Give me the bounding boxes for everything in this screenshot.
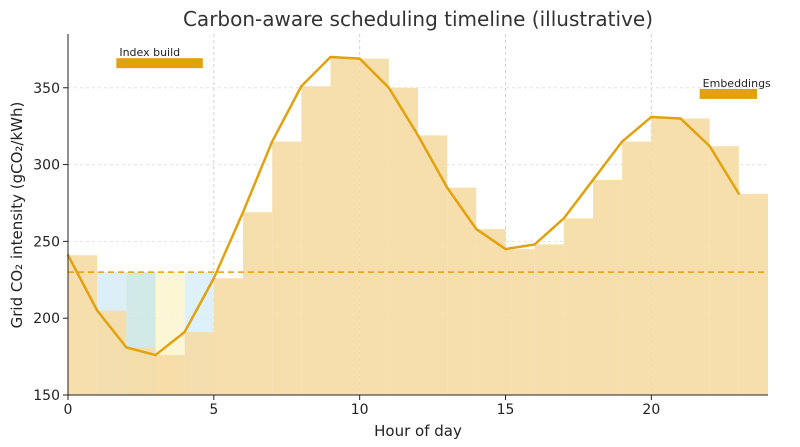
x-tick-label: 15 bbox=[497, 402, 515, 418]
axes-layer: 0 5 10 15 20 150 200 250 300 350 bbox=[33, 34, 768, 418]
job-bar bbox=[116, 58, 203, 69]
job-label: Index build bbox=[119, 46, 180, 59]
intensity-point bbox=[300, 85, 303, 88]
job-bar bbox=[699, 88, 757, 99]
intensity-point bbox=[270, 140, 274, 143]
area-layer bbox=[68, 57, 768, 396]
intensity-point bbox=[708, 144, 711, 148]
intensity-point bbox=[504, 247, 507, 251]
intensity-bar bbox=[301, 86, 331, 395]
intensity-point bbox=[475, 227, 478, 231]
intensity-point bbox=[591, 178, 595, 182]
x-tick-label: 0 bbox=[64, 402, 73, 418]
y-tick-label: 350 bbox=[33, 81, 60, 97]
intensity-point bbox=[737, 192, 741, 195]
intensity-bar bbox=[97, 310, 127, 395]
y-axis-label: Grid CO₂ intensity (gCO₂/kWh) bbox=[8, 102, 26, 329]
intensity-bar bbox=[184, 332, 214, 395]
intensity-point bbox=[125, 346, 128, 349]
intensity-bar bbox=[330, 57, 360, 396]
intensity-point bbox=[95, 309, 99, 312]
intensity-bar bbox=[126, 347, 156, 395]
intensity-bar bbox=[213, 278, 243, 395]
intensity-point bbox=[533, 243, 536, 246]
intensity-bar bbox=[593, 179, 623, 395]
x-tick-label: 10 bbox=[351, 402, 369, 418]
intensity-bar bbox=[505, 249, 535, 395]
chart-title: Carbon-aware scheduling timeline (illust… bbox=[183, 7, 653, 31]
intensity-point bbox=[154, 353, 157, 357]
intensity-bar bbox=[534, 244, 564, 395]
intensity-bar bbox=[563, 218, 593, 395]
intensity-bar bbox=[651, 116, 681, 396]
intensity-bar bbox=[476, 229, 506, 395]
x-tick-label: 5 bbox=[209, 402, 218, 418]
intensity-bar bbox=[622, 141, 652, 395]
job-label: Embeddings bbox=[703, 77, 771, 90]
intensity-point bbox=[620, 140, 624, 143]
intensity-bar bbox=[418, 135, 448, 395]
intensity-point bbox=[358, 57, 361, 60]
job-layer: Index build Embeddings bbox=[116, 46, 771, 99]
intensity-bar bbox=[680, 118, 710, 395]
intensity-bar bbox=[359, 58, 389, 395]
intensity-bar bbox=[68, 255, 98, 395]
intensity-bar bbox=[709, 146, 739, 395]
intensity-bar bbox=[388, 87, 418, 395]
intensity-point bbox=[387, 86, 391, 89]
intensity-point bbox=[679, 117, 682, 120]
x-axis-label: Hour of day bbox=[374, 422, 462, 440]
intensity-point bbox=[183, 330, 186, 334]
intensity-point bbox=[562, 217, 566, 220]
x-tick-label: 20 bbox=[642, 402, 660, 418]
intensity-bar bbox=[155, 355, 185, 395]
intensity-bar bbox=[447, 187, 477, 395]
intensity-point bbox=[445, 186, 449, 189]
y-tick-label: 250 bbox=[33, 234, 60, 250]
intensity-bar bbox=[272, 141, 302, 395]
y-tick-label: 300 bbox=[33, 158, 60, 174]
intensity-point bbox=[241, 210, 245, 214]
intensity-bar bbox=[738, 193, 768, 395]
intensity-line bbox=[66, 55, 740, 357]
y-tick-label: 200 bbox=[33, 311, 60, 327]
y-tick-label: 150 bbox=[33, 388, 60, 404]
intensity-point bbox=[416, 134, 420, 137]
intensity-bar bbox=[243, 212, 273, 395]
intensity-point bbox=[650, 115, 653, 119]
intensity-point bbox=[212, 277, 216, 280]
intensity-point bbox=[329, 55, 332, 59]
